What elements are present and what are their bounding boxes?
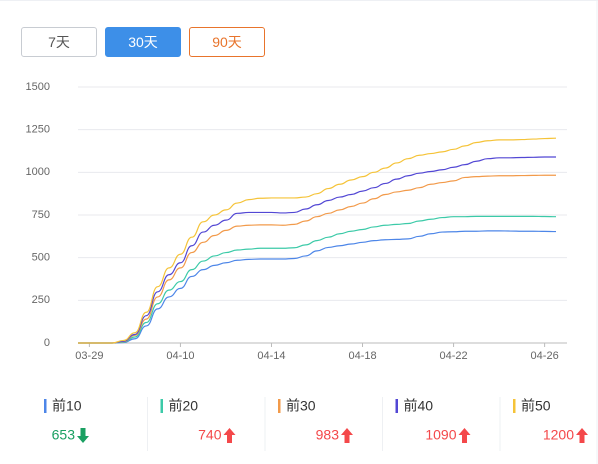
legend-label: 前40 xyxy=(404,398,434,414)
y-tick-label: 1500 xyxy=(26,81,50,93)
y-tick-label: 1000 xyxy=(26,166,50,178)
legend-swatch xyxy=(160,399,163,413)
x-tick-label: 04-18 xyxy=(348,350,376,362)
summary-value: 983 xyxy=(316,427,340,443)
y-tick-label: 1250 xyxy=(26,124,50,136)
arrow-down xyxy=(77,428,89,443)
series-line xyxy=(77,156,556,344)
legend-label: 前20 xyxy=(169,398,199,414)
summary-value: 740 xyxy=(198,427,222,443)
series-line xyxy=(77,230,557,344)
legend-swatch xyxy=(44,399,47,413)
x-tick-label: 04-14 xyxy=(257,350,285,362)
legend-label: 前50 xyxy=(521,398,551,414)
summary-value: 1090 xyxy=(425,427,456,443)
series-line xyxy=(77,174,556,344)
y-tick-label: 750 xyxy=(32,209,50,221)
x-tick-label: 04-26 xyxy=(531,350,559,362)
y-tick-label: 500 xyxy=(32,252,50,264)
series-line xyxy=(77,137,557,344)
x-tick-label: 04-22 xyxy=(440,350,468,362)
legend-label: 前10 xyxy=(52,398,82,414)
x-tick-label: 04-10 xyxy=(166,350,194,362)
legend-swatch xyxy=(395,399,398,413)
arrow-up xyxy=(576,428,588,443)
series-line xyxy=(77,215,557,344)
y-tick-label: 250 xyxy=(32,294,50,306)
range-button[interactable]: 90天 xyxy=(189,27,265,57)
arrow-up xyxy=(458,428,471,443)
legend-swatch xyxy=(513,399,516,413)
arrow-up xyxy=(341,428,353,443)
legend-label: 前30 xyxy=(286,398,316,414)
range-button[interactable]: 30天 xyxy=(105,27,181,57)
x-tick-label: 03-29 xyxy=(75,350,103,362)
legend-swatch xyxy=(278,399,281,413)
summary-value: 653 xyxy=(52,427,76,443)
range-button[interactable]: 7天 xyxy=(21,27,97,57)
y-tick-label: 0 xyxy=(44,337,50,349)
arrow-up xyxy=(223,428,236,443)
summary-value: 1200 xyxy=(543,427,574,443)
